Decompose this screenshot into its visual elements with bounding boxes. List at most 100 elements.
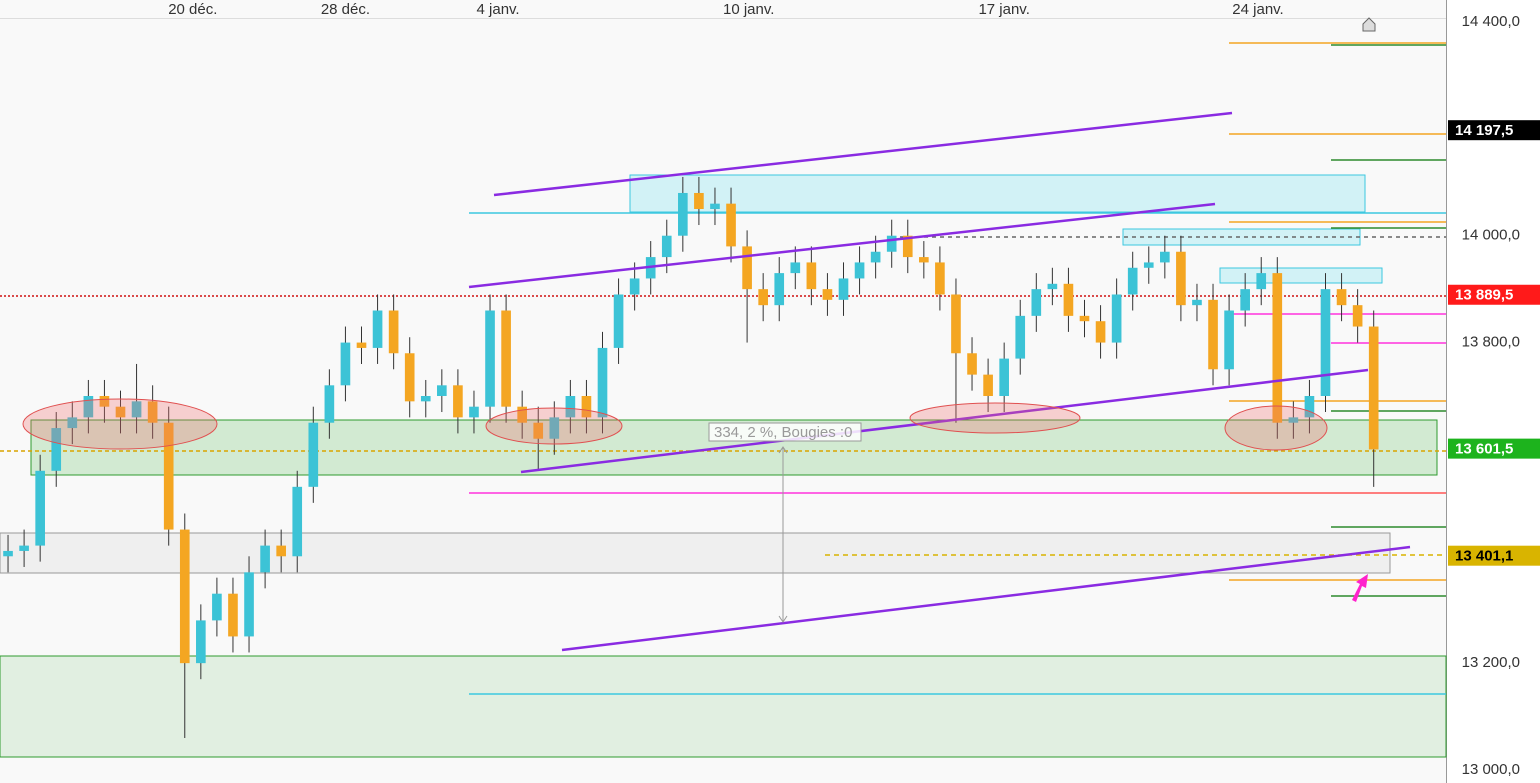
candle-body bbox=[260, 545, 270, 573]
y-tick-label: 14 400,0 bbox=[1462, 13, 1520, 30]
candle-body bbox=[1304, 396, 1315, 418]
candle-body bbox=[324, 385, 335, 423]
candle-body bbox=[1208, 299, 1218, 370]
price-badge bbox=[1448, 284, 1540, 305]
candle-body bbox=[131, 401, 142, 418]
candle-body bbox=[710, 203, 720, 209]
price-badge bbox=[1448, 438, 1540, 459]
cyan-zone bbox=[1219, 267, 1383, 284]
candle-body bbox=[453, 385, 463, 418]
trend-line bbox=[493, 111, 1233, 197]
candle-body bbox=[115, 406, 126, 418]
candle-body bbox=[742, 246, 752, 290]
candle-body bbox=[549, 417, 560, 439]
x-tick-label: 17 janv. bbox=[978, 1, 1029, 18]
candle-body bbox=[565, 396, 576, 418]
trend-line bbox=[468, 202, 1216, 289]
candle-body bbox=[228, 593, 238, 637]
candle-body bbox=[1352, 305, 1363, 327]
candle-body bbox=[1320, 289, 1331, 396]
candle-body bbox=[1160, 251, 1170, 263]
candle-body bbox=[420, 396, 431, 402]
candle-body bbox=[983, 374, 993, 396]
y-tick-label: 13 000,0 bbox=[1462, 761, 1520, 778]
price-label: 13 401,1 bbox=[1455, 548, 1513, 565]
drawings: 334, 2 %, Bougies :0 bbox=[22, 17, 1411, 652]
candle-body bbox=[388, 310, 399, 354]
candle-body bbox=[902, 235, 913, 258]
price-badge bbox=[1448, 120, 1540, 141]
candle-body bbox=[726, 203, 736, 247]
candle-body bbox=[1111, 294, 1122, 343]
candle-body bbox=[83, 396, 94, 418]
candle-body bbox=[404, 353, 415, 402]
candle-body bbox=[581, 396, 592, 418]
candle-body bbox=[1047, 283, 1058, 290]
x-tick-label: 24 janv. bbox=[1232, 1, 1283, 18]
candle-body bbox=[629, 278, 640, 295]
candle-body bbox=[356, 342, 367, 348]
x-tick-label: 28 déc. bbox=[321, 1, 370, 18]
y-tick-label: 14 000,0 bbox=[1462, 227, 1520, 244]
candles bbox=[3, 176, 1379, 738]
candle-body bbox=[1015, 315, 1026, 359]
candle-body bbox=[35, 470, 45, 546]
candle-body bbox=[1031, 289, 1042, 316]
arrow bbox=[1352, 574, 1368, 602]
candle-body bbox=[1256, 273, 1267, 290]
candle-body bbox=[212, 593, 222, 621]
candle-body bbox=[597, 347, 608, 418]
candle-body bbox=[838, 278, 849, 300]
x-tick-label: 4 janv. bbox=[477, 1, 520, 18]
candle-body bbox=[340, 342, 351, 386]
candle-body bbox=[694, 192, 704, 209]
candle-body bbox=[372, 310, 383, 348]
candle-body bbox=[163, 422, 174, 530]
price-badge bbox=[1448, 545, 1540, 566]
candle-body bbox=[806, 262, 817, 290]
y-tick-label: 13 200,0 bbox=[1462, 654, 1520, 671]
candle-body bbox=[196, 620, 206, 664]
candle-body bbox=[533, 422, 544, 439]
trend-line bbox=[520, 368, 1369, 474]
candle-body bbox=[1176, 251, 1186, 306]
candle-body bbox=[1240, 289, 1250, 311]
candle-body bbox=[3, 550, 13, 557]
candle-body bbox=[437, 385, 447, 396]
candle-body bbox=[517, 406, 527, 423]
candle-body bbox=[1272, 273, 1283, 423]
candle-body bbox=[790, 262, 801, 274]
y-tick-label: 13 800,0 bbox=[1462, 334, 1520, 351]
price-label: 13 601,5 bbox=[1455, 441, 1513, 458]
highlight-ellipse bbox=[1224, 405, 1328, 451]
candle-body bbox=[886, 235, 897, 252]
candle-body bbox=[919, 257, 929, 263]
candle-body bbox=[758, 289, 768, 306]
measure-box bbox=[708, 422, 862, 442]
candle-body bbox=[308, 422, 319, 487]
candle-body bbox=[1192, 299, 1202, 306]
measure-arrows bbox=[778, 446, 788, 623]
candle-body bbox=[292, 486, 303, 557]
candle-body bbox=[99, 396, 110, 407]
support-zone bbox=[0, 655, 1447, 758]
candle-body bbox=[147, 401, 158, 423]
candle-body bbox=[1095, 321, 1106, 343]
candle-body bbox=[870, 251, 881, 263]
home-icon bbox=[1362, 17, 1376, 32]
x-tick-label: 20 déc. bbox=[168, 1, 217, 18]
candle-body bbox=[1063, 283, 1074, 316]
candle-body bbox=[1143, 262, 1154, 268]
candle-body bbox=[1288, 417, 1299, 423]
highlight-ellipse bbox=[485, 407, 623, 445]
candle-body bbox=[822, 289, 833, 300]
candle-body bbox=[276, 545, 286, 557]
candle-body bbox=[501, 310, 511, 407]
candle-body bbox=[678, 192, 688, 236]
candle-body bbox=[613, 294, 624, 348]
candle-body bbox=[1336, 289, 1347, 306]
candle-body bbox=[67, 417, 78, 429]
candle-body bbox=[967, 353, 977, 375]
candle-body bbox=[1224, 310, 1234, 370]
